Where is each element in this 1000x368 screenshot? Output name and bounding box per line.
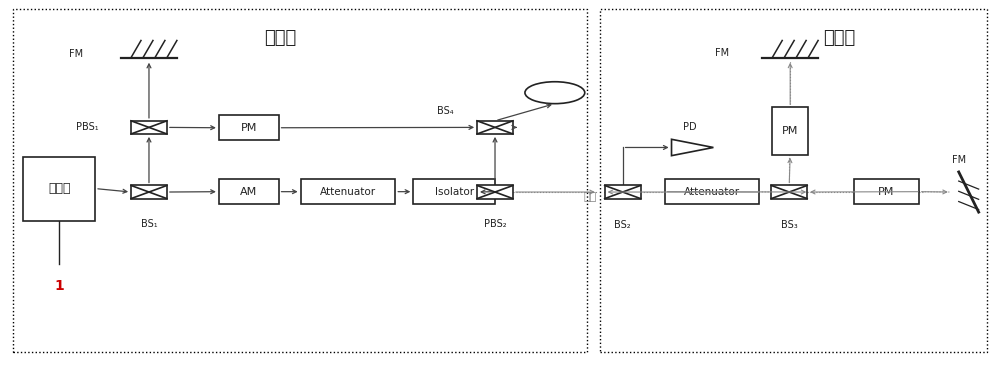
Text: PBS₂: PBS₂	[484, 219, 506, 229]
Text: AM: AM	[240, 187, 257, 197]
Bar	[23, 157, 95, 220]
Bar	[477, 185, 513, 199]
Text: 接收方: 接收方	[823, 29, 855, 47]
Text: FM: FM	[69, 49, 83, 59]
Bar	[131, 185, 167, 199]
Text: PBS₁: PBS₁	[76, 123, 99, 132]
Text: BS₃: BS₃	[781, 220, 798, 230]
Text: PD: PD	[683, 123, 696, 132]
Bar	[771, 185, 807, 199]
Bar	[301, 179, 395, 204]
Text: FM: FM	[952, 155, 966, 165]
Text: Attenuator: Attenuator	[684, 187, 740, 197]
Text: 1: 1	[54, 279, 64, 293]
Bar	[13, 9, 587, 352]
Bar	[772, 107, 808, 155]
Bar	[665, 179, 759, 204]
Text: FM: FM	[715, 47, 729, 57]
Text: 发送方: 发送方	[264, 29, 297, 47]
Text: PM: PM	[241, 123, 257, 133]
Text: Attenuator: Attenuator	[320, 187, 376, 197]
Text: 激光器: 激光器	[48, 182, 70, 195]
Text: 信道: 信道	[583, 192, 596, 202]
Bar	[219, 179, 279, 204]
Bar	[600, 9, 987, 352]
Bar	[131, 121, 167, 134]
Text: Isolator: Isolator	[435, 187, 474, 197]
Bar	[477, 121, 513, 134]
Bar	[854, 179, 919, 204]
Text: BS₁: BS₁	[141, 219, 157, 229]
Text: PM: PM	[878, 187, 895, 197]
Bar	[413, 179, 495, 204]
Bar	[605, 185, 641, 199]
Text: BS₄: BS₄	[437, 106, 453, 116]
Text: PM: PM	[782, 126, 798, 136]
Bar	[219, 115, 279, 140]
Text: BS₂: BS₂	[614, 220, 631, 230]
